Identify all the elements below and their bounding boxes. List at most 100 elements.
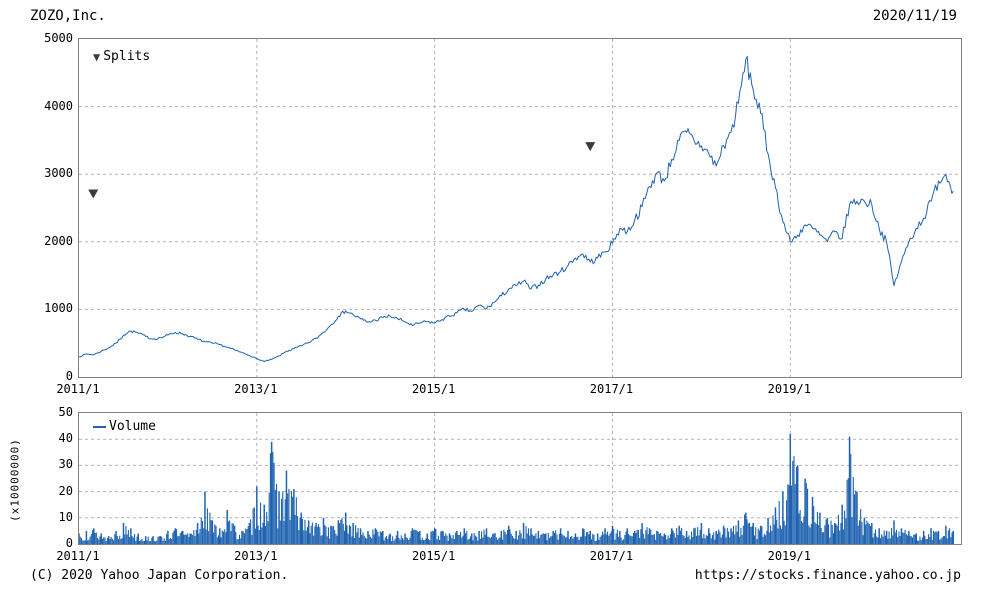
volume-bar bbox=[222, 531, 225, 544]
volume-bar bbox=[742, 525, 744, 544]
volume-bar bbox=[737, 520, 740, 544]
volume-bar bbox=[903, 532, 905, 544]
volume-bar bbox=[192, 534, 194, 544]
volume-bar bbox=[198, 533, 200, 544]
volume-bar bbox=[129, 537, 131, 544]
volume-bar bbox=[866, 520, 868, 544]
volume-legend: Volume bbox=[93, 419, 156, 434]
volume-bar bbox=[185, 534, 187, 544]
volume-bar bbox=[902, 532, 904, 544]
volume-bar bbox=[728, 531, 730, 544]
volume-bar bbox=[247, 526, 249, 544]
volume-bar bbox=[289, 519, 291, 544]
split-marker-icon: ▼ bbox=[93, 49, 101, 64]
volume-bar bbox=[627, 534, 630, 544]
volume-bar bbox=[925, 539, 927, 544]
volume-bar bbox=[326, 536, 328, 544]
volume-bar bbox=[916, 540, 919, 544]
volume-bar bbox=[633, 530, 636, 544]
volume-bar bbox=[540, 535, 542, 544]
volume-bar bbox=[747, 523, 749, 544]
volume-bar bbox=[636, 530, 638, 544]
volume-bar bbox=[403, 539, 405, 544]
volume-bar bbox=[510, 533, 512, 544]
volume-bar bbox=[545, 533, 547, 544]
volume-bar bbox=[874, 529, 877, 544]
volume-bar bbox=[786, 500, 788, 544]
volume-bar bbox=[84, 540, 86, 544]
volume-bar bbox=[646, 527, 648, 544]
volume-bar bbox=[226, 509, 228, 544]
volume-bar bbox=[668, 537, 670, 544]
volume-bar bbox=[502, 539, 504, 544]
volume-bar bbox=[109, 539, 111, 544]
volume-bar bbox=[541, 533, 543, 544]
volume-bar bbox=[721, 534, 723, 544]
volume-bar bbox=[713, 532, 715, 544]
volume-bar bbox=[810, 523, 812, 544]
volume-bar bbox=[132, 537, 134, 544]
volume-bar bbox=[605, 534, 607, 544]
volume-bar bbox=[809, 527, 811, 544]
volume-bar bbox=[372, 529, 374, 544]
volume-bar bbox=[732, 526, 735, 544]
volume-bar bbox=[455, 532, 457, 544]
volume-bar bbox=[427, 539, 430, 544]
volume-bar bbox=[788, 485, 790, 544]
volume-bar bbox=[436, 539, 438, 544]
volume-bar bbox=[440, 531, 442, 544]
volume-bar bbox=[285, 470, 288, 544]
volume-bar bbox=[498, 538, 500, 544]
volume-bar bbox=[781, 528, 783, 544]
volume-bar bbox=[340, 519, 342, 544]
volume-bar bbox=[792, 460, 794, 544]
y-tick-label: 0 bbox=[65, 369, 73, 383]
volume-bar bbox=[753, 535, 756, 544]
volume-bar bbox=[316, 526, 318, 544]
volume-bar bbox=[379, 531, 381, 544]
volume-bar bbox=[224, 529, 226, 544]
volume-bar bbox=[915, 533, 917, 544]
volume-bar bbox=[630, 535, 632, 544]
volume-bar bbox=[941, 537, 943, 544]
volume-bar bbox=[492, 534, 494, 544]
volume-bar bbox=[562, 535, 564, 544]
volume-bar bbox=[784, 525, 786, 544]
volume-bar bbox=[362, 532, 364, 544]
volume-bar bbox=[666, 539, 668, 544]
volume-bar bbox=[371, 538, 373, 544]
source-url: https://stocks.finance.yahoo.co.jp bbox=[694, 568, 961, 583]
volume-bar bbox=[576, 536, 578, 544]
volume-bar bbox=[432, 531, 434, 544]
volume-bar bbox=[699, 529, 701, 544]
volume-bar bbox=[287, 493, 289, 544]
volume-bar bbox=[195, 529, 197, 544]
volume-bar bbox=[862, 535, 864, 544]
volume-bar bbox=[219, 528, 221, 544]
volume-bar bbox=[710, 538, 712, 544]
volume-bar bbox=[693, 528, 695, 544]
volume-bar bbox=[600, 535, 602, 544]
x-tick-label: 2011/1 bbox=[56, 549, 100, 563]
volume-bar bbox=[236, 539, 238, 544]
volume-bar bbox=[750, 527, 752, 544]
volume-bar bbox=[694, 527, 696, 544]
volume-bar bbox=[529, 535, 531, 544]
volume-bar bbox=[183, 534, 185, 544]
volume-bar bbox=[494, 533, 496, 544]
volume-bar bbox=[231, 523, 233, 544]
volume-bar bbox=[563, 535, 565, 544]
volume-bar bbox=[409, 537, 411, 544]
volume-bar bbox=[596, 533, 599, 544]
split-marker bbox=[585, 142, 596, 152]
volume-bar bbox=[413, 530, 415, 544]
y-tick-label: 40 bbox=[58, 431, 73, 446]
x-tick-label: 2013/1 bbox=[234, 382, 278, 396]
volume-bar bbox=[344, 512, 347, 544]
volume-bar bbox=[573, 537, 575, 544]
volume-bar bbox=[939, 539, 941, 544]
volume-bar bbox=[336, 535, 338, 544]
volume-bar bbox=[346, 525, 348, 544]
volume-bar bbox=[519, 530, 521, 544]
volume-bar bbox=[339, 523, 341, 544]
